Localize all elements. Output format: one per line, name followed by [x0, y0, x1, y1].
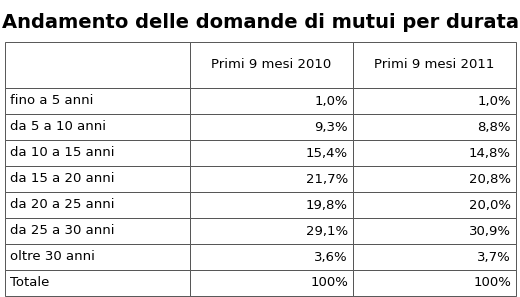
Bar — [5, 166, 190, 192]
Bar — [353, 244, 516, 270]
Bar — [5, 270, 190, 296]
Text: 100%: 100% — [473, 277, 511, 290]
Bar — [190, 166, 353, 192]
Text: 29,1%: 29,1% — [306, 225, 348, 238]
Text: Andamento delle domande di mutui per durata: Andamento delle domande di mutui per dur… — [2, 12, 518, 31]
Text: da 20 a 25 anni: da 20 a 25 anni — [10, 198, 114, 211]
Text: 20,0%: 20,0% — [469, 198, 511, 211]
Bar — [190, 192, 353, 218]
Bar — [353, 140, 516, 166]
Bar — [353, 42, 516, 88]
Bar — [353, 192, 516, 218]
Bar — [5, 114, 190, 140]
Text: 20,8%: 20,8% — [469, 173, 511, 186]
Text: 19,8%: 19,8% — [306, 198, 348, 211]
Text: 8,8%: 8,8% — [477, 121, 511, 133]
Bar — [190, 42, 353, 88]
Bar — [190, 140, 353, 166]
Text: 9,3%: 9,3% — [315, 121, 348, 133]
Text: 3,6%: 3,6% — [315, 250, 348, 263]
Bar — [5, 140, 190, 166]
Bar — [190, 244, 353, 270]
Text: Totale: Totale — [10, 277, 49, 290]
Bar — [5, 192, 190, 218]
Bar — [5, 88, 190, 114]
Text: Primi 9 mesi 2010: Primi 9 mesi 2010 — [211, 59, 332, 72]
Bar — [190, 88, 353, 114]
Bar — [5, 218, 190, 244]
Bar — [190, 218, 353, 244]
Text: 3,7%: 3,7% — [477, 250, 511, 263]
Bar — [353, 114, 516, 140]
Bar — [5, 42, 190, 88]
Text: 14,8%: 14,8% — [469, 146, 511, 159]
Text: 1,0%: 1,0% — [315, 94, 348, 108]
Text: fino a 5 anni: fino a 5 anni — [10, 94, 94, 108]
Bar — [190, 270, 353, 296]
Bar — [353, 270, 516, 296]
Text: 30,9%: 30,9% — [469, 225, 511, 238]
Text: Primi 9 mesi 2011: Primi 9 mesi 2011 — [374, 59, 495, 72]
Text: oltre 30 anni: oltre 30 anni — [10, 250, 95, 263]
Bar — [5, 244, 190, 270]
Text: 15,4%: 15,4% — [306, 146, 348, 159]
Bar — [190, 114, 353, 140]
Text: 100%: 100% — [310, 277, 348, 290]
Text: da 10 a 15 anni: da 10 a 15 anni — [10, 146, 114, 159]
Text: 1,0%: 1,0% — [477, 94, 511, 108]
Bar — [353, 218, 516, 244]
Bar — [353, 166, 516, 192]
Text: da 25 a 30 anni: da 25 a 30 anni — [10, 225, 114, 238]
Text: 21,7%: 21,7% — [306, 173, 348, 186]
Text: da 5 a 10 anni: da 5 a 10 anni — [10, 121, 106, 133]
Text: da 15 a 20 anni: da 15 a 20 anni — [10, 173, 114, 186]
Bar — [353, 88, 516, 114]
